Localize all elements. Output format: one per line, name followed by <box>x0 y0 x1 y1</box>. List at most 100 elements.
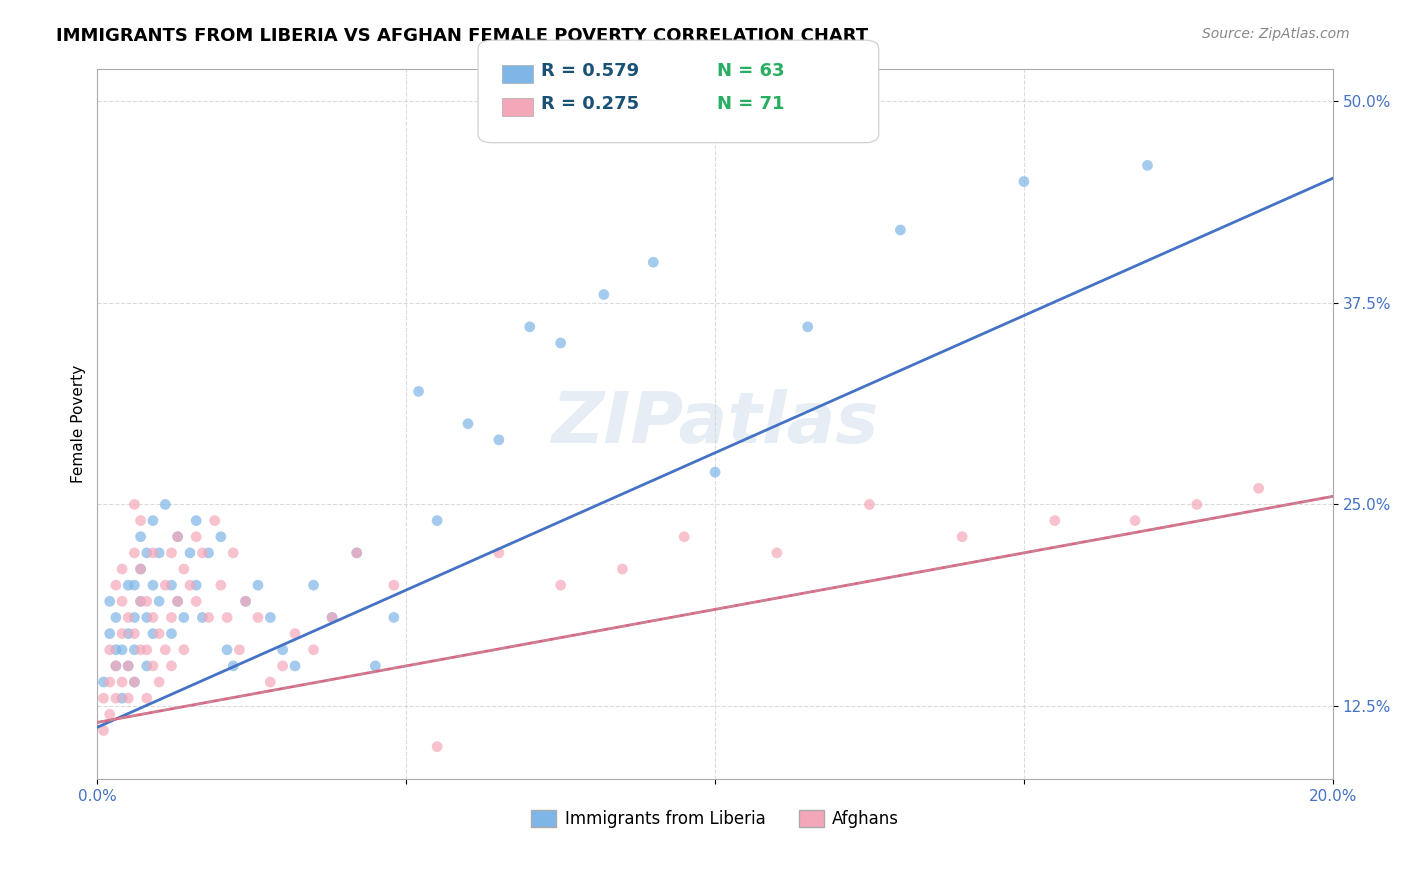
Point <box>142 659 165 673</box>
Point <box>191 546 214 560</box>
Point <box>1012 175 1035 189</box>
Point <box>382 610 405 624</box>
Point <box>246 610 269 624</box>
Point <box>1247 481 1270 495</box>
Point <box>950 530 973 544</box>
Y-axis label: Female Poverty: Female Poverty <box>72 365 86 483</box>
Point <box>235 594 257 608</box>
Point <box>1043 514 1066 528</box>
Point <box>129 514 152 528</box>
Point <box>98 642 121 657</box>
Point <box>166 530 188 544</box>
Legend: Immigrants from Liberia, Afghans: Immigrants from Liberia, Afghans <box>524 803 905 835</box>
Point <box>160 659 183 673</box>
Point <box>98 594 121 608</box>
Point <box>550 336 572 351</box>
Text: IMMIGRANTS FROM LIBERIA VS AFGHAN FEMALE POVERTY CORRELATION CHART: IMMIGRANTS FROM LIBERIA VS AFGHAN FEMALE… <box>56 27 869 45</box>
Point <box>124 675 146 690</box>
Point <box>228 642 250 657</box>
Point <box>179 578 201 592</box>
Point <box>186 530 208 544</box>
Point <box>148 675 170 690</box>
Point <box>93 723 115 738</box>
Point <box>222 546 245 560</box>
Point <box>271 642 294 657</box>
Point <box>259 610 281 624</box>
Point <box>129 594 152 608</box>
Text: N = 71: N = 71 <box>717 95 785 113</box>
Point <box>117 578 139 592</box>
Text: R = 0.275: R = 0.275 <box>541 95 640 113</box>
Point <box>98 626 121 640</box>
Point <box>93 691 115 706</box>
Point <box>160 610 183 624</box>
Point <box>148 626 170 640</box>
Point <box>111 626 134 640</box>
Point <box>142 578 165 592</box>
Point <box>235 594 257 608</box>
Point <box>111 675 134 690</box>
Point <box>124 610 146 624</box>
Point <box>124 498 146 512</box>
Point <box>673 530 696 544</box>
Point <box>111 642 134 657</box>
Point <box>271 659 294 673</box>
Point <box>104 610 127 624</box>
Point <box>117 659 139 673</box>
Point <box>129 562 152 576</box>
Point <box>117 691 139 706</box>
Point <box>104 691 127 706</box>
Point <box>197 610 219 624</box>
Point <box>129 594 152 608</box>
Point <box>209 530 232 544</box>
Point <box>364 659 387 673</box>
Point <box>111 594 134 608</box>
Point <box>259 675 281 690</box>
Point <box>155 642 177 657</box>
Point <box>93 675 115 690</box>
Text: R = 0.579: R = 0.579 <box>541 62 640 80</box>
Point <box>519 319 541 334</box>
Point <box>302 578 325 592</box>
Point <box>643 255 665 269</box>
Point <box>135 659 157 673</box>
Point <box>160 578 183 592</box>
Point <box>408 384 430 399</box>
Point <box>766 546 789 560</box>
Point <box>124 642 146 657</box>
Point <box>129 642 152 657</box>
Point <box>111 562 134 576</box>
Point <box>284 659 307 673</box>
Point <box>166 594 188 608</box>
Text: N = 63: N = 63 <box>717 62 785 80</box>
Point <box>111 691 134 706</box>
Point <box>889 223 911 237</box>
Point <box>1136 158 1159 172</box>
Point <box>135 642 157 657</box>
Point <box>186 578 208 592</box>
Point <box>426 514 449 528</box>
Point <box>302 642 325 657</box>
Point <box>98 707 121 722</box>
Point <box>173 642 195 657</box>
Point <box>704 465 727 479</box>
Point <box>135 610 157 624</box>
Point <box>858 498 880 512</box>
Point <box>284 626 307 640</box>
Point <box>186 594 208 608</box>
Point <box>148 546 170 560</box>
Point <box>222 659 245 673</box>
Point <box>124 675 146 690</box>
Point <box>155 578 177 592</box>
Point <box>209 578 232 592</box>
Point <box>204 514 226 528</box>
Point <box>124 626 146 640</box>
Point <box>592 287 614 301</box>
Point <box>217 642 239 657</box>
Text: ZIPatlas: ZIPatlas <box>551 389 879 458</box>
Point <box>166 530 188 544</box>
Point <box>135 546 157 560</box>
Point <box>321 610 343 624</box>
Point <box>217 610 239 624</box>
Point <box>142 610 165 624</box>
